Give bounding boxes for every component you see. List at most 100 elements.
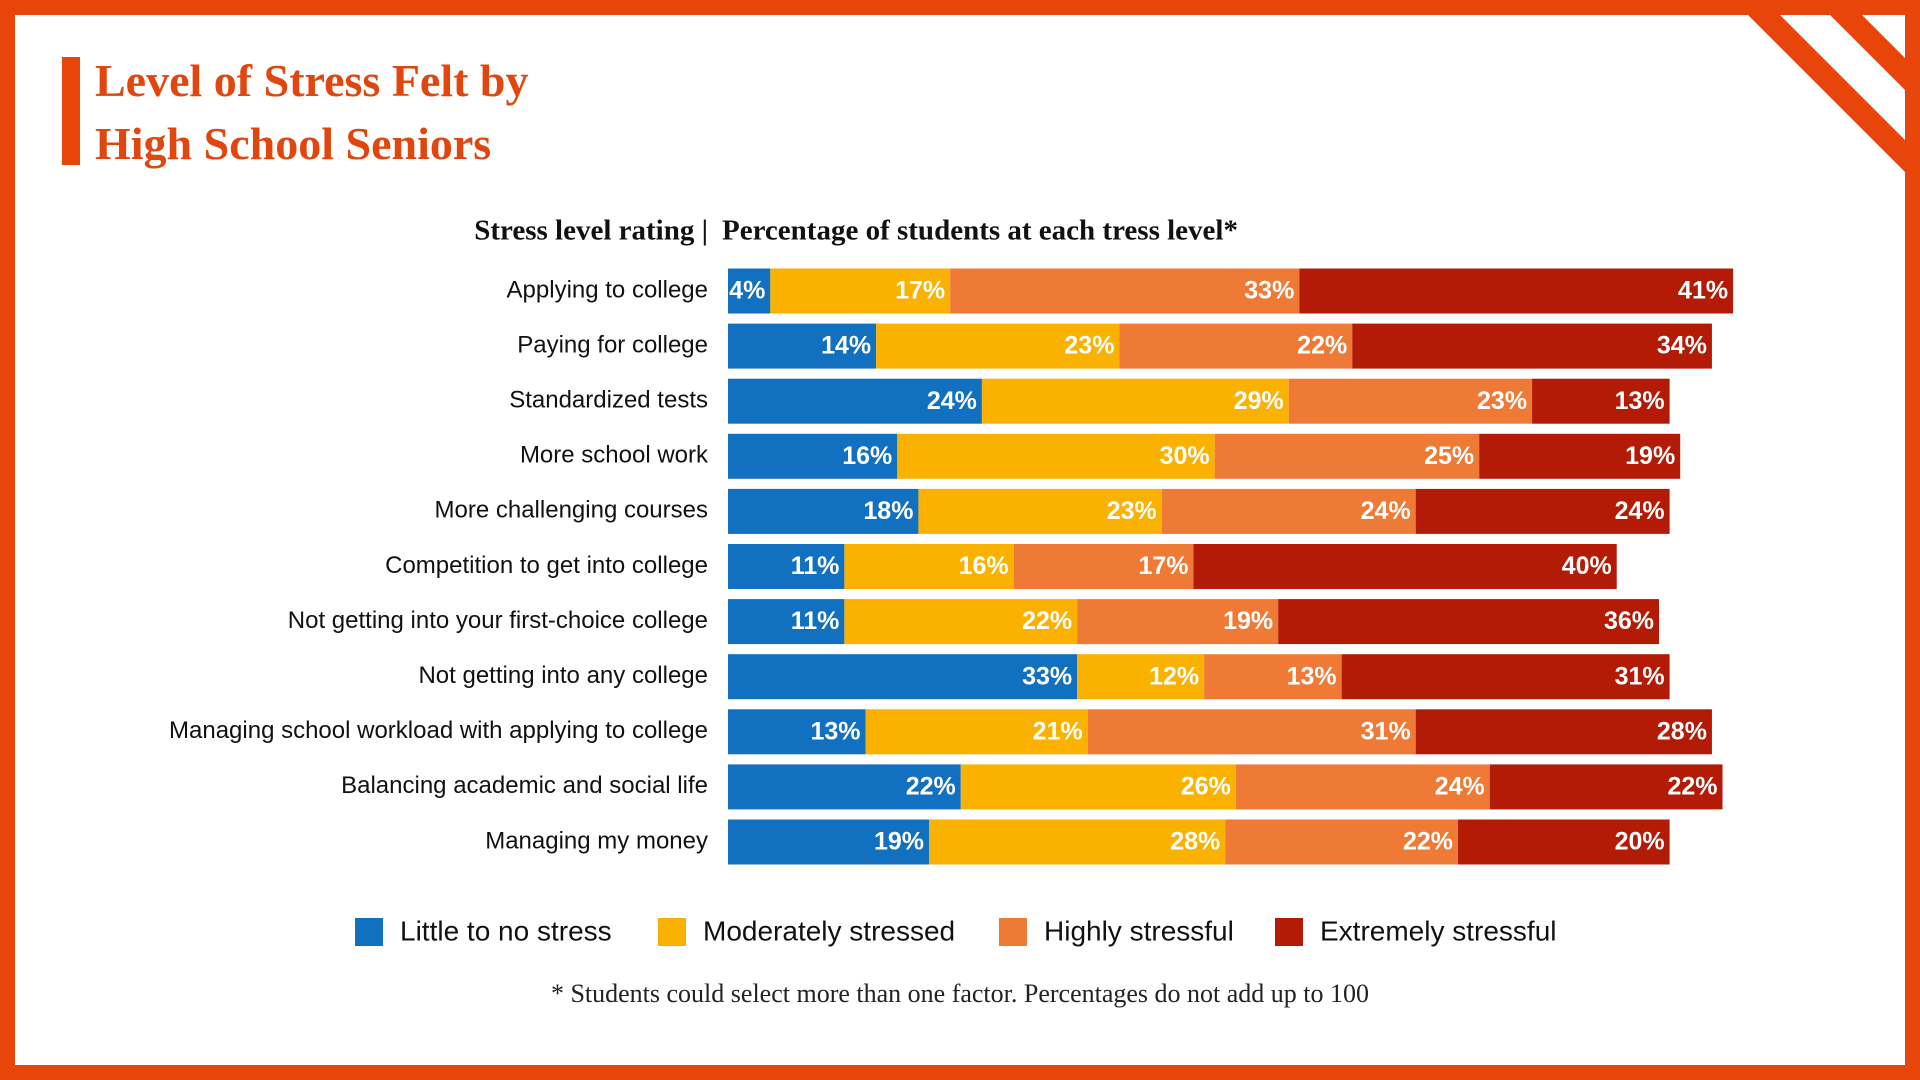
value-label: 19% — [874, 828, 924, 856]
bar-segment — [1077, 654, 1205, 700]
bar-segment — [865, 709, 1088, 755]
value-label: 40% — [1562, 552, 1612, 580]
value-label: 22% — [1403, 828, 1453, 856]
bar-segment — [897, 433, 1215, 479]
bar-segment — [1489, 764, 1723, 810]
bar-segment — [728, 709, 866, 755]
value-label: 13% — [1615, 387, 1665, 415]
value-label: 25% — [1424, 442, 1474, 470]
bar-segment — [728, 433, 898, 479]
value-label: 26% — [1181, 773, 1231, 801]
category-label: Paying for college — [517, 331, 708, 358]
value-label: 29% — [1234, 387, 1284, 415]
bar-segment — [728, 819, 930, 865]
bar-segment — [1119, 323, 1353, 369]
category-label: Managing my money — [485, 827, 708, 854]
value-label: 33% — [1244, 277, 1294, 305]
value-label: 28% — [1170, 828, 1220, 856]
category-label: Not getting into any college — [418, 662, 708, 689]
value-label: 36% — [1604, 607, 1654, 635]
bar-segment — [950, 268, 1300, 314]
bar-segment — [1288, 378, 1533, 424]
bar-segment — [1193, 544, 1617, 589]
bar-segment — [1077, 599, 1279, 645]
bar-segment — [1299, 268, 1734, 314]
bar-segment — [770, 268, 951, 314]
bar-segment — [981, 378, 1289, 424]
footnote: * Students could select more than one fa… — [551, 979, 1369, 1008]
value-label: 18% — [863, 497, 913, 525]
bar-segment — [728, 764, 961, 810]
bar-segment — [876, 323, 1120, 369]
bar-segment — [728, 544, 845, 589]
title-bar — [62, 57, 80, 165]
value-label: 11% — [791, 552, 840, 580]
value-label: 22% — [906, 773, 956, 801]
value-label: 14% — [821, 332, 871, 360]
value-label: 33% — [1022, 662, 1072, 690]
category-label: More school work — [520, 442, 709, 469]
value-label: 23% — [1064, 332, 1114, 360]
bar-segment — [1415, 488, 1670, 534]
chart-title: High School Seniors — [95, 118, 491, 169]
category-label: Applying to college — [507, 276, 708, 303]
bar-segment — [1161, 488, 1416, 534]
value-label: 13% — [810, 717, 860, 745]
value-label: 22% — [1297, 332, 1347, 360]
value-label: 28% — [1657, 717, 1707, 745]
bar-segment — [728, 654, 1078, 700]
value-label: 13% — [1287, 662, 1337, 690]
value-label: 41% — [1678, 277, 1728, 305]
legend-swatch — [658, 918, 686, 946]
category-label: Not getting into your first-choice colle… — [288, 607, 708, 634]
category-header: Stress level rating | — [474, 215, 708, 247]
value-label: 34% — [1657, 332, 1707, 360]
bar-segment — [1278, 599, 1660, 645]
value-label: 24% — [927, 387, 977, 415]
corner-stripes — [1748, 15, 1905, 172]
bar-segment — [1235, 764, 1490, 810]
value-label: 19% — [1625, 442, 1675, 470]
value-label: 4% — [729, 277, 765, 305]
bar-segment — [728, 323, 877, 369]
value-label: 24% — [1615, 497, 1665, 525]
category-label: Competition to get into college — [385, 552, 708, 579]
bar-segment — [960, 764, 1236, 810]
value-label: 17% — [1138, 552, 1188, 580]
bar-segment — [1087, 709, 1416, 755]
bar-segment — [728, 378, 982, 424]
value-label: 31% — [1615, 662, 1665, 690]
bar-segment — [844, 599, 1078, 645]
legend-swatch — [999, 918, 1027, 946]
bar-segment — [844, 544, 1014, 589]
legend-swatch — [1275, 918, 1303, 946]
bar-segment — [1225, 819, 1459, 865]
value-label: 30% — [1160, 442, 1210, 470]
bar-segment — [1341, 654, 1670, 700]
value-label: 31% — [1361, 717, 1411, 745]
bar-segment — [1415, 709, 1712, 755]
value-label: 16% — [842, 442, 892, 470]
chart-title: Level of Stress Felt by — [95, 55, 529, 106]
bar-segment — [1214, 433, 1480, 479]
value-label: 16% — [959, 552, 1009, 580]
bar-segment — [728, 599, 845, 645]
category-label: Managing school workload with applying t… — [169, 717, 708, 744]
category-label: Standardized tests — [509, 387, 708, 414]
legend-label: Highly stressful — [1044, 915, 1234, 946]
value-header: Percentage of students at each tress lev… — [722, 215, 1238, 247]
value-label: 19% — [1223, 607, 1273, 635]
value-label: 22% — [1667, 773, 1717, 801]
bar-segment — [929, 819, 1226, 865]
bar-segment — [1204, 654, 1342, 700]
legend-label: Moderately stressed — [703, 915, 955, 946]
category-label: More challenging courses — [435, 497, 708, 524]
bar-segment — [1479, 433, 1681, 479]
bar-segment — [728, 488, 919, 534]
legend-label: Extremely stressful — [1320, 915, 1557, 946]
value-label: 11% — [791, 607, 840, 635]
panel — [15, 15, 1905, 1065]
value-label: 23% — [1107, 497, 1157, 525]
bar-segment — [918, 488, 1162, 534]
